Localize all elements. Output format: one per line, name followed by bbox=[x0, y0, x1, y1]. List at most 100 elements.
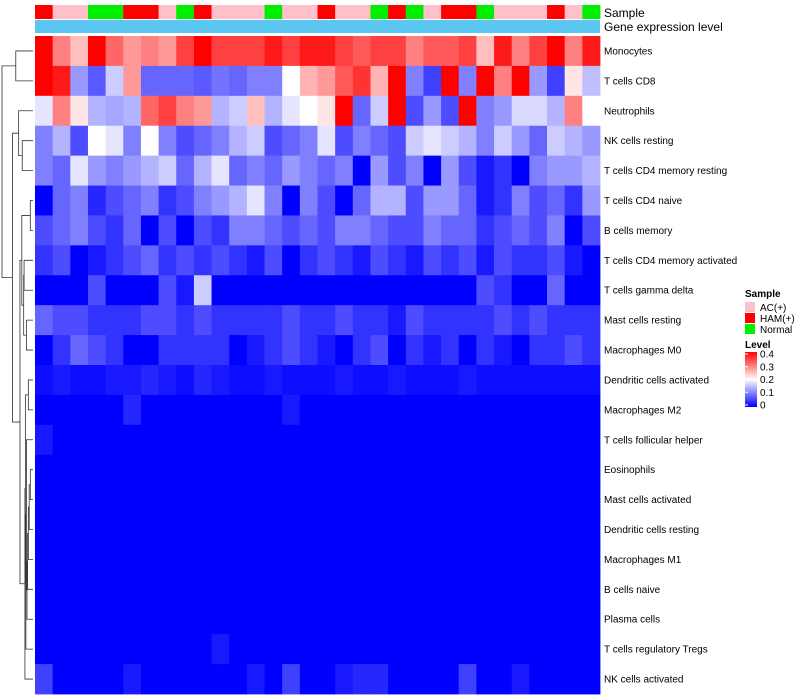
heatmap-cell bbox=[193, 125, 212, 157]
heatmap-cell bbox=[35, 365, 54, 396]
heatmap-cell bbox=[458, 574, 477, 605]
sample-annotation-cell bbox=[70, 5, 89, 19]
heatmap-cell bbox=[87, 574, 107, 605]
heatmap-cell bbox=[370, 275, 389, 306]
heatmap-cell bbox=[317, 514, 336, 545]
heatmap-cell bbox=[105, 604, 124, 635]
heatmap-cell bbox=[370, 125, 389, 157]
heatmap-cell bbox=[529, 424, 548, 456]
sample-annotation-cell bbox=[140, 5, 159, 19]
heatmap-cell bbox=[87, 335, 107, 366]
heatmap-cell bbox=[211, 514, 230, 545]
heatmap-cell bbox=[229, 604, 248, 635]
heatmap-cell bbox=[246, 335, 265, 366]
heatmap-cell bbox=[458, 245, 477, 276]
heatmap-cell bbox=[370, 664, 389, 695]
heatmap-cell bbox=[123, 394, 142, 426]
dendrogram-branch bbox=[15, 50, 33, 82]
heatmap-cell bbox=[423, 155, 442, 186]
heatmap-cell bbox=[458, 484, 477, 515]
heatmap-cell bbox=[211, 424, 230, 456]
heatmap-cell bbox=[405, 125, 424, 157]
sample-annotation-cell bbox=[193, 5, 212, 19]
heatmap-cell bbox=[105, 155, 124, 186]
heatmap-cell bbox=[441, 125, 460, 157]
heatmap-cell bbox=[193, 514, 212, 545]
heatmap-cell bbox=[352, 634, 371, 665]
heatmap-cell bbox=[193, 335, 212, 366]
heatmap-cell bbox=[511, 185, 530, 216]
heatmap-cell bbox=[87, 544, 107, 575]
dendrogram-branch bbox=[29, 200, 33, 231]
heatmap-cell bbox=[299, 394, 318, 426]
heatmap-cell bbox=[282, 305, 301, 336]
heatmap-cell bbox=[458, 514, 477, 545]
heatmap-cell bbox=[264, 574, 283, 605]
heatmap-cell bbox=[335, 125, 354, 157]
heatmap-cell bbox=[352, 514, 371, 545]
heatmap-cell bbox=[193, 95, 212, 127]
heatmap-cell bbox=[282, 664, 301, 695]
heatmap-cell bbox=[335, 424, 354, 456]
heatmap-cell bbox=[299, 125, 318, 157]
row-label: T cells CD4 naive bbox=[604, 196, 683, 207]
heatmap-cell bbox=[317, 634, 336, 665]
heatmap-cell bbox=[158, 664, 177, 695]
heatmap-cell bbox=[158, 365, 177, 396]
heatmap-cell bbox=[282, 185, 301, 216]
heatmap-cell bbox=[35, 36, 54, 67]
heatmap-cell bbox=[370, 634, 389, 665]
heatmap-cell bbox=[176, 155, 195, 186]
heatmap-cell bbox=[547, 394, 566, 426]
heatmap-cell bbox=[176, 574, 195, 605]
heatmap-cell bbox=[70, 245, 89, 276]
heatmap-cell bbox=[476, 544, 495, 575]
heatmap-cell bbox=[547, 275, 566, 306]
heatmap-cell bbox=[229, 305, 248, 336]
dendrogram-branch bbox=[18, 110, 33, 157]
heatmap-cell bbox=[52, 484, 71, 515]
heatmap-cell bbox=[264, 394, 283, 426]
row-label: B cells memory bbox=[604, 226, 672, 237]
heatmap-cell bbox=[317, 574, 336, 605]
heatmap-cell bbox=[105, 275, 124, 306]
heatmap-cell bbox=[370, 245, 389, 276]
heatmap-cell bbox=[458, 634, 477, 665]
heatmap-cell bbox=[87, 664, 107, 695]
heatmap-cell bbox=[140, 424, 159, 456]
heatmap-cell bbox=[370, 394, 389, 426]
heatmap-cell bbox=[494, 454, 513, 486]
heatmap-cell bbox=[123, 544, 142, 575]
heatmap-cell bbox=[458, 454, 477, 486]
heatmap-cell bbox=[388, 185, 407, 216]
heatmap-cell bbox=[476, 634, 495, 665]
heatmap-cell bbox=[476, 215, 495, 246]
row-label: T cells CD4 memory activated bbox=[604, 256, 737, 267]
heatmap-cell bbox=[52, 424, 71, 456]
heatmap-cell bbox=[87, 215, 107, 246]
heatmap-cell bbox=[441, 335, 460, 366]
heatmap-cell bbox=[176, 394, 195, 426]
heatmap-cell bbox=[352, 454, 371, 486]
heatmap-cell bbox=[405, 305, 424, 336]
heatmap-cell bbox=[335, 454, 354, 486]
heatmap-cell bbox=[35, 65, 54, 97]
heatmap-cell bbox=[52, 335, 71, 366]
heatmap-cell bbox=[264, 484, 283, 515]
heatmap-cell bbox=[211, 275, 230, 306]
heatmap-cell bbox=[582, 484, 601, 515]
heatmap-cell bbox=[458, 65, 477, 97]
heatmap-cell bbox=[299, 275, 318, 306]
heatmap-cell bbox=[52, 574, 71, 605]
heatmap-cell bbox=[458, 335, 477, 366]
heatmap-cell bbox=[529, 185, 548, 216]
heatmap-cell bbox=[105, 424, 124, 456]
heatmap-cell bbox=[140, 544, 159, 575]
heatmap-cell bbox=[229, 36, 248, 67]
heatmap-cell bbox=[246, 634, 265, 665]
heatmap-cell bbox=[494, 335, 513, 366]
heatmap-cell bbox=[70, 604, 89, 635]
heatmap-cell bbox=[494, 514, 513, 545]
heatmap-cell bbox=[282, 65, 301, 97]
heatmap-cell bbox=[87, 275, 107, 306]
